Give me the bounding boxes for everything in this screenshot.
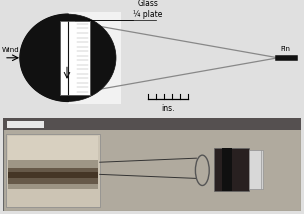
Bar [60,21,90,95]
Bar [8,168,98,184]
Bar [60,21,90,95]
Bar [8,136,98,168]
Text: Glass
¼ plate: Glass ¼ plate [133,0,163,19]
Text: Wind: Wind [2,48,20,54]
Bar [6,134,100,207]
Text: ins.: ins. [161,104,175,113]
Bar [68,12,121,104]
Bar [214,148,249,190]
Bar [250,150,264,189]
Bar [3,118,301,130]
Text: Fin: Fin [280,46,290,52]
Bar [61,21,75,95]
Bar [7,121,44,128]
Bar [222,148,232,190]
Ellipse shape [20,14,116,101]
Bar [8,160,98,189]
Bar [8,172,98,178]
Bar [249,150,261,189]
